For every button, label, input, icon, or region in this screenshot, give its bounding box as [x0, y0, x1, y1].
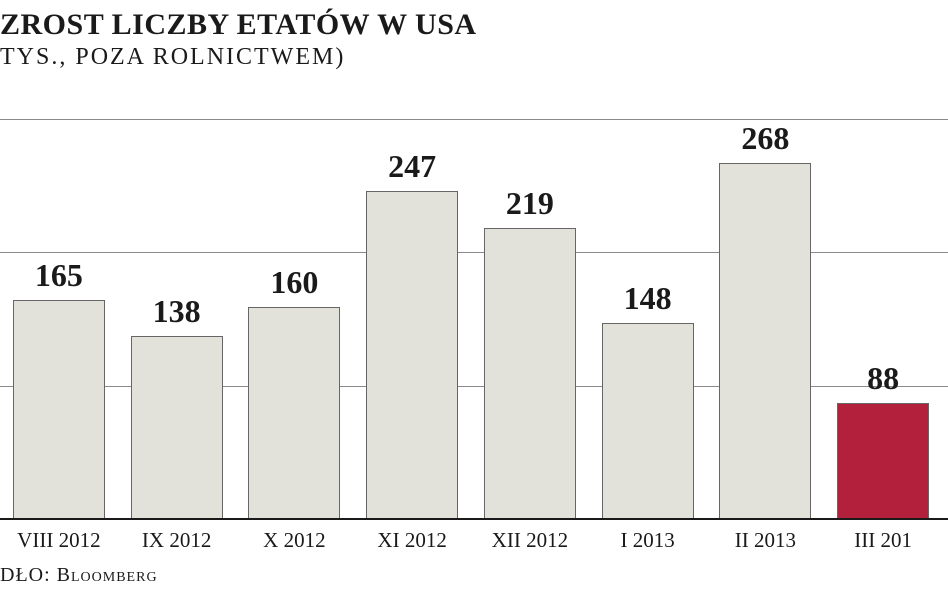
bar	[837, 403, 929, 520]
bar	[131, 336, 223, 520]
bar-value-label: 88	[867, 360, 899, 397]
bar-slot: 160	[236, 120, 354, 520]
bar-slot: 268	[707, 120, 825, 520]
bar-value-label: 148	[624, 280, 672, 317]
bar	[13, 300, 105, 520]
bar	[719, 163, 811, 520]
x-axis-label: XII 2012	[471, 528, 589, 553]
bar-value-label: 219	[506, 185, 554, 222]
x-axis-label: II 2013	[707, 528, 825, 553]
x-axis-label: IX 2012	[118, 528, 236, 553]
x-axis-label: I 2013	[589, 528, 707, 553]
bar-slot: 247	[353, 120, 471, 520]
chart-title-block: ZROST LICZBY ETATÓW W USA TYS., POZA ROL…	[0, 8, 477, 71]
bars-container: 165 138 160 247 219 148 268 88	[0, 120, 948, 520]
bar-value-label: 268	[741, 120, 789, 157]
bar	[484, 228, 576, 520]
bar-slot: 148	[589, 120, 707, 520]
chart-title: ZROST LICZBY ETATÓW W USA	[0, 8, 477, 42]
chart-baseline	[0, 518, 948, 520]
x-axis-label: XI 2012	[353, 528, 471, 553]
x-axis-labels: VIII 2012IX 2012X 2012XI 2012XII 2012I 2…	[0, 528, 948, 553]
bar	[602, 323, 694, 520]
chart-source: DŁO: Bloomberg	[0, 564, 158, 587]
bar-slot: 138	[118, 120, 236, 520]
chart-subtitle: TYS., POZA ROLNICTWEM)	[0, 44, 477, 71]
x-axis-label: III 201	[824, 528, 942, 553]
bar-value-label: 160	[270, 264, 318, 301]
bar-value-label: 247	[388, 148, 436, 185]
bar-value-label: 138	[153, 293, 201, 330]
bar-slot: 88	[824, 120, 942, 520]
bar-slot: 165	[0, 120, 118, 520]
chart-area: 165 138 160 247 219 148 268 88	[0, 120, 948, 520]
bar-value-label: 165	[35, 257, 83, 294]
x-axis-label: X 2012	[236, 528, 354, 553]
bar	[366, 191, 458, 520]
bar	[248, 307, 340, 520]
bar-slot: 219	[471, 120, 589, 520]
x-axis-label: VIII 2012	[0, 528, 118, 553]
